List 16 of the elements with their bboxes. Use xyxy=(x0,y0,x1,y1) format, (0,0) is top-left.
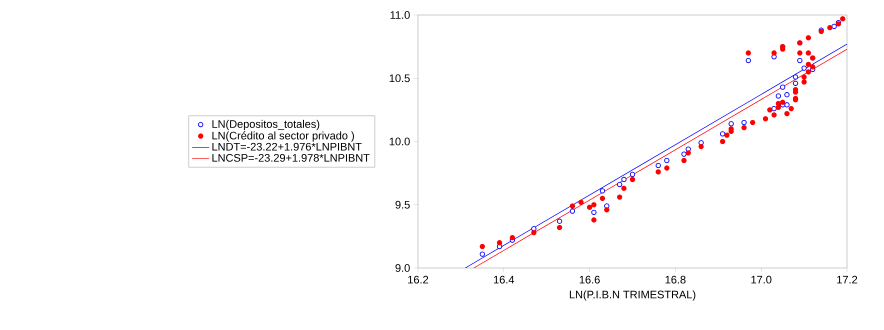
x-tick-label: 16.6 xyxy=(580,276,600,284)
legend-label: LN(Depositos_totales) xyxy=(212,120,320,130)
x-tick-label: 16.8 xyxy=(666,276,686,284)
y-tick-label: 11.0 xyxy=(390,11,410,19)
y-tick-label: 9.5 xyxy=(396,200,410,209)
y-tick-label: 10.0 xyxy=(390,138,410,146)
legend-label: LNDT=-23.22+1.976*LNPIBNT xyxy=(212,142,362,151)
x-tick-label: 16.4 xyxy=(494,276,514,284)
y-tick-label: 10.5 xyxy=(390,74,410,82)
y-tick-label: 9.0 xyxy=(396,264,410,272)
x-axis-title: LN(P.I.B.N TRIMESTRAL) xyxy=(570,290,696,301)
legend-label: LN(Crédito al sector privado ) xyxy=(212,131,354,142)
legend-label: LNCSP=-23.29+1.978*LNPIBNT xyxy=(212,154,370,162)
x-tick-label: 17.2 xyxy=(837,276,858,284)
x-tick-label: 16.2 xyxy=(408,276,428,284)
x-tick-label: 17.0 xyxy=(751,276,772,284)
